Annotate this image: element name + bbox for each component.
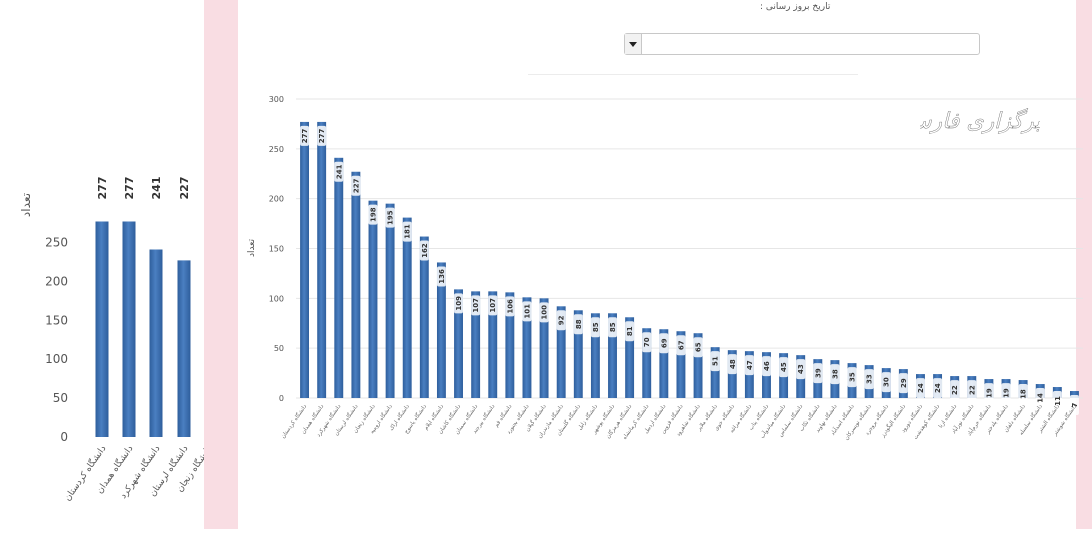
y-tick-label: 0: [60, 430, 68, 444]
bar: [177, 260, 191, 437]
bar: [149, 249, 163, 437]
y-tick-label: 150: [45, 313, 68, 327]
y-tick-label: 100: [45, 352, 68, 366]
date-select[interactable]: [624, 33, 980, 55]
data-label-bg: [123, 172, 135, 204]
update-date-label: تاریخ بروز رسانی :: [760, 2, 831, 12]
data-label-bg: [178, 172, 190, 204]
chevron-down-icon[interactable]: [625, 34, 642, 54]
y-tick-label: 250: [45, 236, 68, 250]
y-axis-label: تعداد: [19, 193, 33, 217]
watermark-text: خبرگزاری فارس: [920, 108, 1040, 134]
bar: [95, 221, 109, 437]
pink-edge: [1076, 0, 1092, 529]
data-label: 227: [178, 177, 191, 200]
y-tick-label: 50: [53, 391, 68, 405]
data-label: 277: [96, 177, 109, 200]
data-label: 277: [123, 177, 136, 200]
fars-news-logo: خبرگزاری فارس: [920, 62, 1040, 134]
data-label: 241: [150, 177, 163, 200]
header-divider: [528, 74, 858, 75]
data-label-bg: [150, 172, 162, 204]
zoomed-chart-panel: 0 50 100 150 200 250 تعداد 277 277 241 227 دانشگاه …: [0, 0, 214, 529]
pink-separator: [204, 0, 238, 529]
bar: [122, 221, 136, 437]
y-tick-label: 200: [45, 274, 68, 288]
main-chart-panel: [238, 0, 1076, 529]
data-label-bg: [96, 172, 108, 204]
